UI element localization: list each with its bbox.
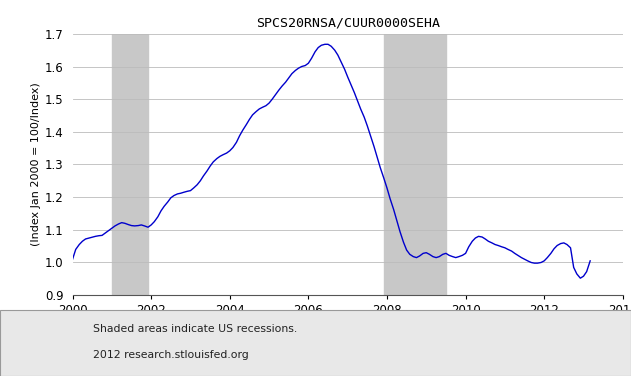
Text: FRED: FRED: [12, 323, 65, 341]
Y-axis label: (Index Jan 2000 = 100/Index): (Index Jan 2000 = 100/Index): [31, 83, 40, 246]
Bar: [384, 34, 446, 295]
Text: 2012 research.stlouisfed.org: 2012 research.stlouisfed.org: [93, 350, 249, 360]
Title: SPCS20RNSA/CUUR0000SEHA: SPCS20RNSA/CUUR0000SEHA: [256, 17, 440, 30]
Bar: [112, 34, 148, 295]
Text: SPCS20RNSA/CUUR0000SEHA, 2000-01=100: SPCS20RNSA/CUUR0000SEHA, 2000-01=100: [392, 338, 596, 347]
Text: Shaded areas indicate US recessions.: Shaded areas indicate US recessions.: [93, 324, 298, 334]
